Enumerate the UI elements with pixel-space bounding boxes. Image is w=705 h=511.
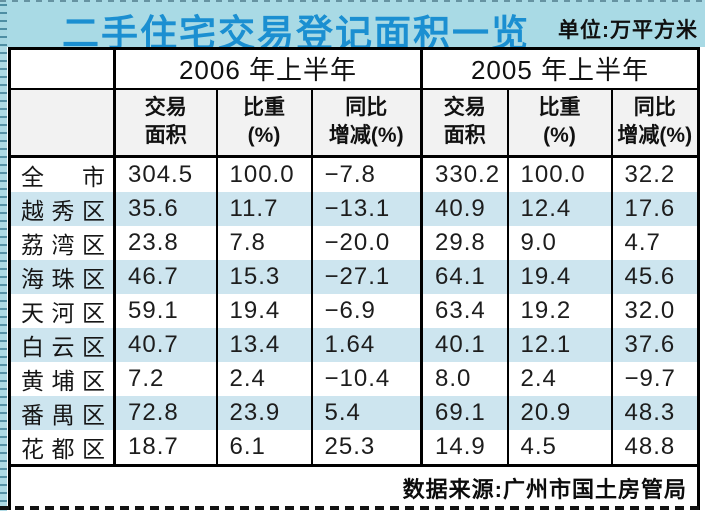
- group-header-2005: 2005 年上半年: [420, 47, 700, 90]
- corner-cell: [8, 87, 116, 158]
- data-cell: 9.0: [506, 226, 612, 260]
- data-cell: 18.7: [113, 430, 217, 466]
- data-cell: 40.9: [420, 192, 508, 226]
- data-cell: 12.1: [506, 328, 612, 362]
- data-cell: 100.0: [506, 156, 612, 192]
- data-cell: 6.1: [215, 430, 312, 466]
- table-row: 天河区 59.1 19.4 −6.9 63.4 19.2 32.0: [10, 294, 699, 328]
- column-header-yoy-2006: 同比 增减(%): [310, 87, 423, 158]
- top-edge-decoration: [0, 0, 705, 2]
- data-cell: −13.1: [310, 192, 422, 226]
- table-row: 荔湾区 23.8 7.8 −20.0 29.8 9.0 4.7: [10, 226, 699, 260]
- data-cell: 23.9: [215, 396, 312, 430]
- data-cell: 20.9: [506, 396, 612, 430]
- data-cell: 64.1: [420, 260, 508, 294]
- data-cell: 40.7: [113, 328, 217, 362]
- data-cell: 29.8: [420, 226, 508, 260]
- data-cell: 19.4: [215, 294, 312, 328]
- column-header-area-2006: 交易 面积: [113, 87, 218, 158]
- bottom-edge-decoration: [0, 506, 705, 510]
- row-name: 海珠区: [21, 266, 105, 292]
- source-row: 数据来源:广州市国土房管局: [9, 464, 699, 510]
- housing-transaction-table: 2006 年上半年 2005 年上半年 交易 面积 比重 (%) 同比 增减(%) 交…: [8, 47, 700, 510]
- row-name: 花都区: [21, 436, 105, 462]
- data-cell: 17.6: [610, 192, 699, 226]
- data-cell: 25.3: [310, 430, 422, 466]
- data-cell: 2.4: [215, 362, 312, 396]
- data-cell: 304.5: [113, 156, 217, 192]
- data-cell: 46.7: [113, 260, 217, 294]
- column-header-row: 交易 面积 比重 (%) 同比 增减(%) 交易 面积 比重 (%) 同比 增减(%): [8, 87, 700, 158]
- data-cell: 330.2: [420, 156, 508, 192]
- data-cell: 48.3: [610, 396, 699, 430]
- data-cell: 1.64: [310, 328, 422, 362]
- data-cell: 63.4: [420, 294, 508, 328]
- data-cell: 7.2: [113, 362, 217, 396]
- data-cell: 32.0: [610, 294, 699, 328]
- data-cell: 12.4: [506, 192, 612, 226]
- row-name: 白云区: [21, 334, 105, 360]
- data-cell: 69.1: [420, 396, 508, 430]
- data-cell: 72.8: [113, 396, 217, 430]
- corner-cell: [8, 47, 116, 90]
- data-cell: 32.2: [610, 156, 699, 192]
- data-cell: 4.7: [610, 226, 699, 260]
- data-cell: 15.3: [215, 260, 312, 294]
- left-edge-decoration: [0, 0, 7, 511]
- data-cell: 100.0: [215, 156, 312, 192]
- row-name: 越秀区: [21, 198, 105, 224]
- data-cell: −20.0: [310, 226, 422, 260]
- data-cell: 35.6: [113, 192, 217, 226]
- data-cell: 23.8: [113, 226, 217, 260]
- column-header-share-2005: 比重 (%): [506, 87, 613, 158]
- data-cell: 13.4: [215, 328, 312, 362]
- data-cell: 19.4: [506, 260, 612, 294]
- data-cell: −6.9: [310, 294, 422, 328]
- data-cell: 7.8: [215, 226, 312, 260]
- table-row: 全市 304.5 100.0 −7.8 330.2 100.0 32.2: [10, 156, 699, 192]
- unit-label: 单位:万平方米: [558, 19, 698, 42]
- row-name: 全市: [21, 164, 105, 190]
- table-row: 白云区 40.7 13.4 1.64 40.1 12.1 37.6: [9, 328, 699, 362]
- data-cell: −9.7: [610, 362, 699, 396]
- data-cell: 5.4: [310, 396, 422, 430]
- data-cell: −10.4: [310, 362, 422, 396]
- column-header-share-2006: 比重 (%): [215, 87, 313, 158]
- column-header-yoy-2005: 同比 增减(%): [610, 87, 700, 158]
- data-cell: 37.6: [610, 328, 699, 362]
- data-cell: 48.8: [610, 430, 699, 466]
- data-cell: −7.8: [310, 156, 422, 192]
- column-header-area-2005: 交易 面积: [420, 87, 509, 158]
- data-cell: −27.1: [310, 260, 422, 294]
- table-row: 海珠区 46.7 15.3 −27.1 64.1 19.4 45.6: [9, 260, 699, 294]
- data-cell: 14.9: [420, 430, 508, 466]
- data-cell: 2.4: [506, 362, 612, 396]
- table-row: 黄埔区 7.2 2.4 −10.4 8.0 2.4 −9.7: [10, 362, 699, 396]
- row-name: 黄埔区: [21, 368, 105, 394]
- data-cell: 45.6: [610, 260, 699, 294]
- table-row: 花都区 18.7 6.1 25.3 14.9 4.5 48.8: [10, 430, 699, 466]
- source-credit: 数据来源:广州市国土房管局: [9, 464, 699, 510]
- table-row: 越秀区 35.6 11.7 −13.1 40.9 12.4 17.6: [9, 192, 699, 226]
- title-band: 二手住宅交易登记面积一览 单位:万平方米: [0, 0, 705, 54]
- table-row: 番禺区 72.8 23.9 5.4 69.1 20.9 48.3: [9, 396, 699, 430]
- data-cell: 4.5: [506, 430, 612, 466]
- group-header-2006: 2006 年上半年: [113, 47, 423, 90]
- data-cell: 59.1: [113, 294, 217, 328]
- row-name: 天河区: [21, 300, 105, 326]
- row-name: 番禺区: [21, 402, 105, 428]
- row-name: 荔湾区: [21, 232, 105, 258]
- data-cell: 19.2: [506, 294, 612, 328]
- data-cell: 40.1: [420, 328, 508, 362]
- group-header-row: 2006 年上半年 2005 年上半年: [8, 47, 700, 90]
- data-cell: 8.0: [420, 362, 508, 396]
- data-cell: 11.7: [215, 192, 312, 226]
